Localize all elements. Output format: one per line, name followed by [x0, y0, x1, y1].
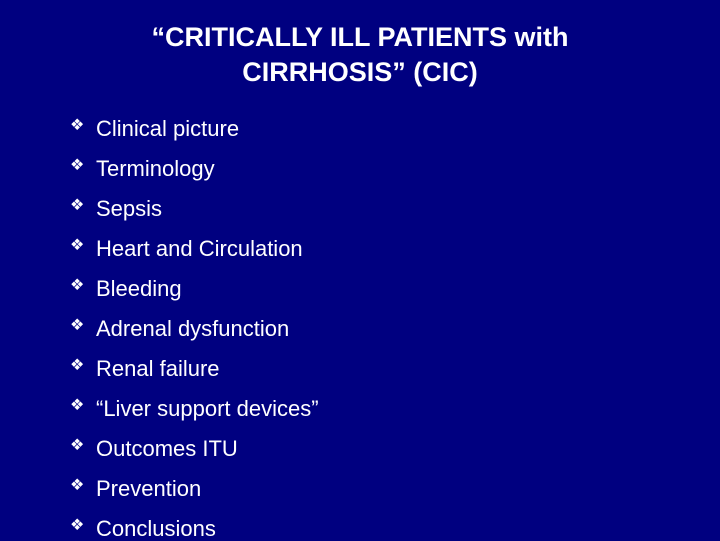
bullet-text: Terminology	[96, 156, 215, 181]
bullet-text: Heart and Circulation	[96, 236, 303, 261]
title-line-1: “CRITICALLY ILL PATIENTS with	[151, 22, 568, 52]
bullet-text: Renal failure	[96, 356, 220, 381]
bullet-text: Clinical picture	[96, 116, 239, 141]
list-item: Renal failure	[70, 358, 650, 380]
list-item: Terminology	[70, 158, 650, 180]
bullet-text: Conclusions	[96, 516, 216, 541]
list-item: Heart and Circulation	[70, 238, 650, 260]
list-item: Bleeding	[70, 278, 650, 300]
list-item: Outcomes ITU	[70, 438, 650, 460]
slide-container: “CRITICALLY ILL PATIENTS with CIRRHOSIS”…	[0, 0, 720, 540]
list-item: Prevention	[70, 478, 650, 500]
bullet-text: “Liver support devices”	[96, 396, 319, 421]
bullet-list: Clinical picture Terminology Sepsis Hear…	[70, 118, 650, 540]
title-line-2: CIRRHOSIS” (CIC)	[242, 57, 478, 87]
list-item: “Liver support devices”	[70, 398, 650, 420]
list-item: Adrenal dysfunction	[70, 318, 650, 340]
bullet-text: Adrenal dysfunction	[96, 316, 289, 341]
list-item: Clinical picture	[70, 118, 650, 140]
slide-title: “CRITICALLY ILL PATIENTS with CIRRHOSIS”…	[70, 20, 650, 90]
bullet-text: Prevention	[96, 476, 201, 501]
bullet-text: Bleeding	[96, 276, 182, 301]
list-item: Sepsis	[70, 198, 650, 220]
bullet-text: Outcomes ITU	[96, 436, 238, 461]
list-item: Conclusions	[70, 518, 650, 540]
bullet-text: Sepsis	[96, 196, 162, 221]
